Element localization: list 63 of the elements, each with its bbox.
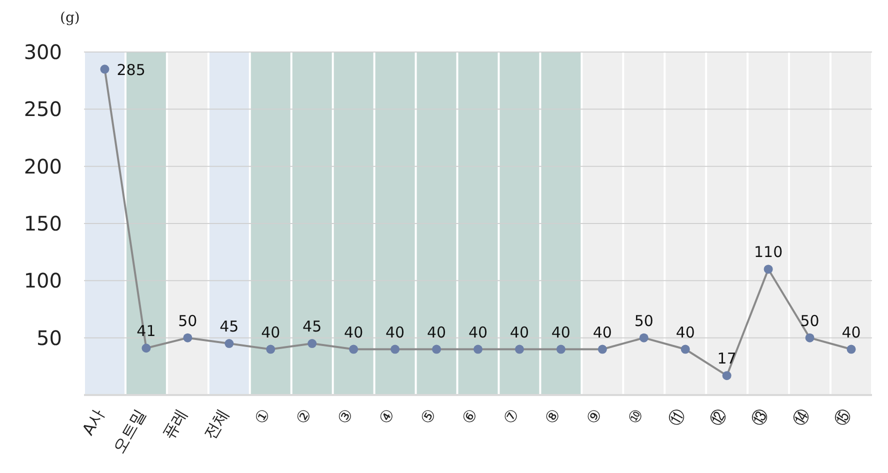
point <box>639 333 648 342</box>
x-tick-label: ⑪ <box>664 406 689 429</box>
point <box>183 333 192 342</box>
x-tick-label: ① <box>250 406 274 428</box>
data-label: 41 <box>136 322 156 340</box>
point <box>514 344 524 354</box>
data-label: 110 <box>754 243 783 262</box>
point <box>142 344 151 353</box>
data-label: 40 <box>592 323 612 342</box>
y-tick-label: 300 <box>24 40 62 64</box>
data-label: 285 <box>116 61 146 80</box>
point <box>390 344 400 354</box>
x-tick-label: ⑤ <box>416 406 440 428</box>
point <box>474 344 482 354</box>
point <box>680 344 690 354</box>
point <box>556 344 566 354</box>
y-tick-label: 50 <box>36 326 62 350</box>
x-tick-label: ② <box>292 406 316 428</box>
x-tick-label: ⑦ <box>499 406 523 428</box>
data-label: 50 <box>800 312 820 330</box>
y-axis-title: (g) <box>60 10 80 26</box>
data-label: 45 <box>220 318 239 336</box>
point <box>100 64 110 74</box>
point <box>598 344 607 354</box>
data-label: 40 <box>426 323 446 342</box>
y-tick-label: 200 <box>24 154 62 178</box>
x-tick-label: ⑧ <box>540 406 564 428</box>
data-label: 50 <box>178 312 198 330</box>
x-tick-label: 전체 <box>200 406 233 443</box>
point <box>266 344 276 354</box>
data-label: 50 <box>634 312 654 330</box>
x-tick-label: ⑨ <box>582 406 606 428</box>
data-label: 40 <box>344 323 364 342</box>
x-tick-label: A사 <box>78 406 108 438</box>
point <box>846 344 856 354</box>
data-label: 40 <box>261 323 280 342</box>
data-label: 17 <box>717 350 736 368</box>
point <box>349 344 358 354</box>
x-tick-label: ⑫ <box>706 406 730 429</box>
point <box>722 371 732 380</box>
data-label: 45 <box>302 318 322 336</box>
data-label: 40 <box>510 323 530 342</box>
y-tick-label: 250 <box>24 97 62 122</box>
x-tick-label: ⑮ <box>830 406 855 429</box>
x-tick-label: ⑥ <box>458 406 482 428</box>
data-label: 40 <box>842 323 861 342</box>
x-tick-label: ⑩ <box>624 406 648 428</box>
x-tick-label: ⑬ <box>747 406 772 429</box>
point <box>432 344 442 354</box>
data-label: 40 <box>468 323 488 342</box>
data-label: 40 <box>551 323 570 342</box>
x-tick-label: ⑭ <box>788 406 814 429</box>
data-label: 40 <box>386 323 405 342</box>
point <box>308 339 317 348</box>
y-tick-label: 150 <box>24 212 62 236</box>
y-tick-label: 100 <box>24 268 62 293</box>
x-tick-label: ③ <box>333 406 358 428</box>
x-tick-label: ④ <box>374 406 399 428</box>
point <box>764 264 773 274</box>
point <box>805 333 814 342</box>
point <box>224 339 234 348</box>
x-tick-label: 퓨레 <box>158 406 192 443</box>
data-label: 40 <box>676 323 695 342</box>
